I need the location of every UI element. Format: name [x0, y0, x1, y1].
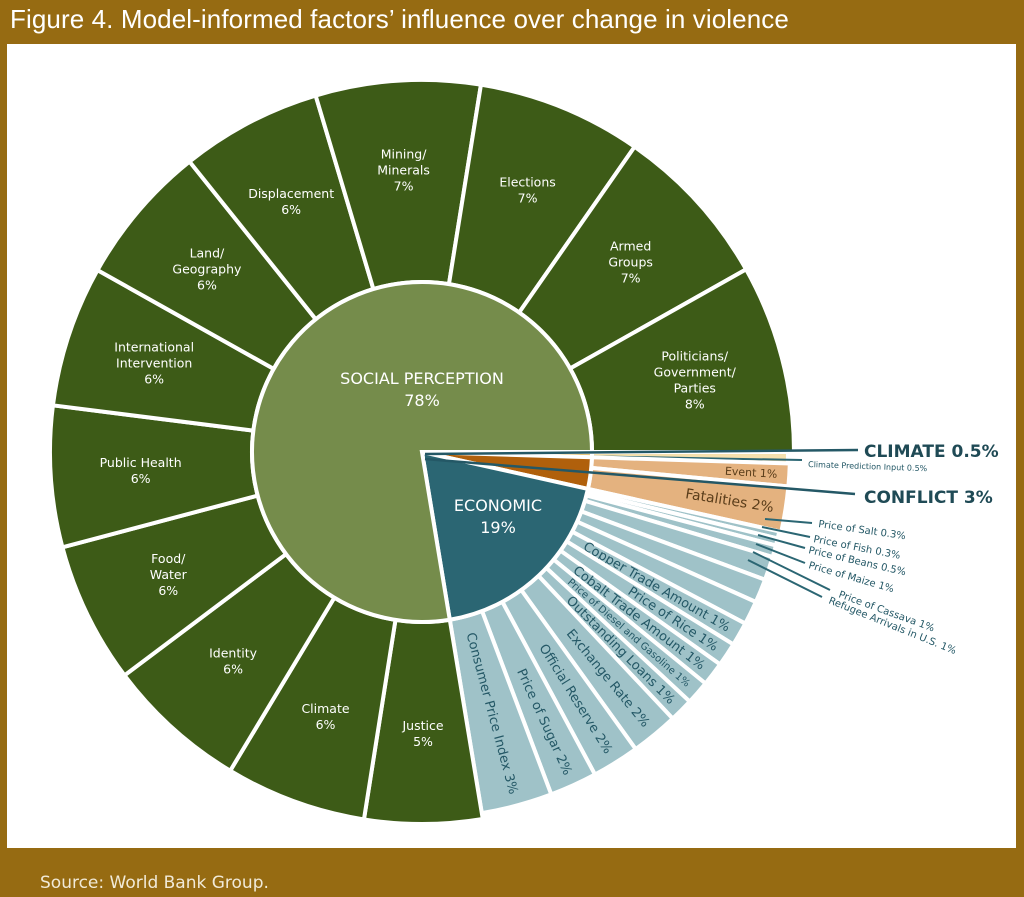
segment-label: 8% — [685, 396, 705, 411]
leader-line — [752, 551, 831, 591]
inner-label: 19% — [480, 518, 516, 537]
leader-line — [755, 543, 806, 564]
segment-label: 6% — [144, 372, 164, 387]
segment-label: 7% — [518, 191, 538, 206]
segment-label: 5% — [413, 734, 433, 749]
segment-label: Justice — [402, 718, 444, 733]
segment-label: Event 1% — [725, 465, 778, 481]
inner-label: 78% — [404, 391, 440, 410]
external-label: Refugee Arrivals in U.S. 1% — [827, 596, 958, 657]
segment-label: Food/ — [151, 551, 186, 566]
segment-label: Groups — [608, 254, 653, 269]
figure-title: Figure 4. Model-informed factors’ influe… — [10, 4, 789, 34]
callout-line-conflict — [424, 457, 856, 496]
category-social: Justice5%Climate6%Identity6%Food/Water6%… — [48, 78, 797, 826]
segment-label: Minerals — [377, 163, 430, 178]
segment-label: Armed — [610, 238, 651, 253]
segment-label: Water — [150, 567, 188, 582]
inner-wedge-social — [250, 280, 595, 624]
segment-label: Land/ — [190, 246, 225, 261]
segment-label: 6% — [281, 202, 301, 217]
segment-label: 6% — [316, 717, 336, 732]
leader-line — [764, 518, 813, 524]
segment-label: International — [114, 340, 194, 355]
segment-label: 7% — [621, 270, 641, 285]
segment-label: 6% — [197, 278, 217, 293]
segment-label: Politicians/ — [661, 348, 729, 363]
segment-label: 6% — [158, 583, 178, 598]
source-note: Source: World Bank Group. — [40, 873, 269, 893]
segment-label: Government/ — [654, 364, 737, 379]
leader-line — [757, 534, 806, 549]
segment-label: Mining/ — [381, 147, 428, 162]
segment-label: Parties — [674, 380, 716, 395]
segment-label: Intervention — [116, 356, 192, 371]
segment-label: Geography — [172, 262, 242, 277]
inner-label: SOCIAL PERCEPTION — [340, 369, 504, 388]
callout-line-climate — [424, 448, 859, 456]
leader-line — [761, 526, 811, 538]
segment-label: 6% — [223, 661, 243, 676]
segment-label: Identity — [209, 645, 258, 660]
segment-label: Elections — [499, 175, 555, 190]
inner-label: ECONOMIC — [454, 496, 542, 515]
segment-label: Public Health — [100, 455, 182, 470]
inner-wedge-economic — [419, 449, 591, 623]
segment-label: 7% — [394, 179, 414, 194]
leader-line — [747, 559, 823, 598]
external-label: Climate Prediction Input 0.5% — [808, 460, 928, 473]
category-callout: CONFLICT 3% — [864, 488, 993, 508]
segment-label: Displacement — [248, 186, 334, 201]
segment-label: Climate — [301, 701, 349, 716]
category-callout: CLIMATE 0.5% — [864, 442, 999, 462]
segment-label: 6% — [131, 471, 151, 486]
